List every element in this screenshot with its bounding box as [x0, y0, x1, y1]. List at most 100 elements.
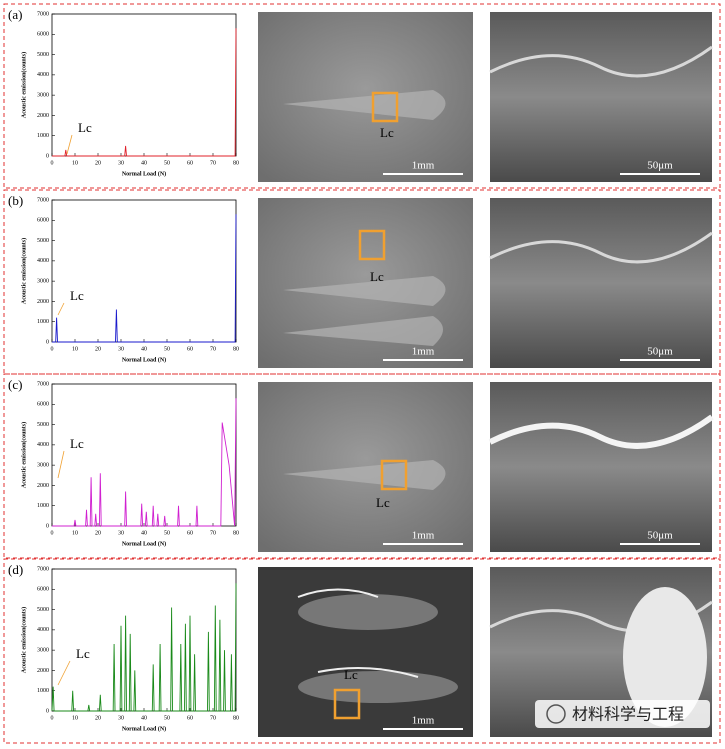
x-tick-label: 40 [141, 530, 147, 536]
annotation-arrow [57, 450, 65, 479]
x-tick-label: 30 [118, 346, 124, 352]
y-tick-label: 3000 [37, 463, 49, 469]
x-tick-label: 0 [51, 346, 54, 352]
y-tick-label: 2000 [37, 483, 49, 489]
y-tick-label: 0 [46, 523, 49, 529]
y-tick-label: 5000 [37, 607, 49, 613]
panel-label: (a) [8, 7, 22, 22]
panel-row: (a) 0 1000 2000 3000 4000 5000 6000 7000 0 10 20 30 4… [3, 3, 721, 189]
panel-frame [3, 3, 721, 189]
y-axis-label: Acoustic emission(counts) [20, 238, 27, 304]
y-tick-label: 7000 [37, 566, 49, 572]
x-tick-label: 0 [51, 530, 54, 536]
y-tick-label: 3000 [37, 93, 49, 99]
bright-edges [297, 588, 419, 678]
x-axis-label: Normal Load (N) [122, 170, 166, 177]
x-tick-label: 50 [164, 160, 170, 166]
sem-annotation: Lc [370, 269, 384, 284]
x-tick-label: 30 [118, 530, 124, 536]
wear-debris [298, 671, 458, 703]
x-tick-label: 0 [51, 715, 54, 721]
watermark: 材料科学与工程 [572, 705, 684, 724]
x-tick-label: 50 [164, 530, 170, 536]
y-tick-label: 6000 [37, 587, 49, 593]
sem-annotation: Lc [376, 495, 390, 510]
y-tick-label: 1000 [37, 319, 49, 325]
x-tick-label: 10 [72, 160, 78, 166]
crack-band [489, 231, 713, 264]
scale-label: 1mm [412, 715, 435, 727]
y-tick-label: 2000 [37, 668, 49, 674]
sem-image-high [490, 12, 712, 182]
y-tick-label: 1000 [37, 503, 49, 509]
annotation: Lc [76, 646, 90, 661]
annotation-arrow [57, 660, 71, 686]
y-tick-label: 5000 [37, 52, 49, 58]
y-tick-label: 2000 [37, 299, 49, 305]
x-tick-label: 0 [51, 160, 54, 166]
scratch-track [283, 90, 446, 120]
plot-frame [51, 199, 237, 343]
x-tick-label: 70 [210, 346, 216, 352]
annotation-arrow [66, 134, 73, 155]
sem-annotation: Lc [380, 125, 394, 140]
scale-label: 1mm [412, 160, 435, 172]
data-line [51, 583, 237, 712]
y-tick-label: 7000 [37, 197, 49, 203]
scale-label: 1mm [412, 530, 435, 542]
data-line [52, 28, 237, 157]
annotation: Lc [70, 288, 84, 303]
x-tick-label: 60 [187, 715, 193, 721]
wear-debris [298, 594, 438, 630]
lc-marker [371, 91, 399, 123]
y-tick-label: 3000 [37, 279, 49, 285]
x-tick-label: 20 [95, 715, 101, 721]
y-tick-label: 4000 [37, 627, 49, 633]
x-tick-label: 80 [233, 160, 239, 166]
watermark-icon [546, 704, 566, 724]
y-tick-label: 5000 [37, 422, 49, 428]
y-tick-label: 2000 [37, 113, 49, 119]
y-tick-label: 7000 [37, 11, 49, 17]
data-line [52, 214, 237, 343]
panel-label: (c) [8, 377, 22, 392]
x-tick-label: 10 [72, 530, 78, 536]
panel-label: (b) [8, 193, 23, 208]
scratch-track [283, 276, 446, 306]
lc-marker [333, 688, 361, 720]
x-tick-label: 60 [187, 160, 193, 166]
panel-label: (d) [8, 562, 23, 577]
x-tick-label: 10 [72, 346, 78, 352]
x-tick-label: 80 [233, 715, 239, 721]
y-tick-label: 0 [46, 708, 49, 714]
x-tick-label: 40 [141, 346, 147, 352]
x-tick-label: 40 [141, 160, 147, 166]
sem-image-high [490, 382, 712, 552]
annotation: Lc [78, 120, 92, 135]
plot-frame [51, 383, 237, 527]
x-tick-label: 20 [95, 346, 101, 352]
x-tick-label: 30 [118, 715, 124, 721]
x-tick-label: 50 [164, 715, 170, 721]
y-tick-label: 7000 [37, 381, 49, 387]
x-tick-label: 60 [187, 530, 193, 536]
x-tick-label: 40 [141, 715, 147, 721]
x-axis-label: Normal Load (N) [122, 356, 166, 363]
y-axis-label: Acoustic emission(counts) [20, 607, 27, 673]
sem-image-high [490, 198, 712, 368]
x-tick-label: 20 [95, 530, 101, 536]
x-tick-label: 30 [118, 160, 124, 166]
panel-row: (c) 0 1000 2000 3000 4000 5000 6000 7000 0 10 20 30 4… [3, 373, 721, 559]
y-tick-label: 0 [46, 153, 49, 159]
y-tick-label: 6000 [37, 402, 49, 408]
scratch-track [283, 316, 443, 346]
y-tick-label: 4000 [37, 258, 49, 264]
x-tick-label: 70 [210, 530, 216, 536]
x-tick-label: 70 [210, 160, 216, 166]
panel-frame [3, 558, 721, 744]
sem-annotation: Lc [344, 667, 358, 682]
x-tick-label: 10 [72, 715, 78, 721]
bright-particle [623, 587, 707, 727]
